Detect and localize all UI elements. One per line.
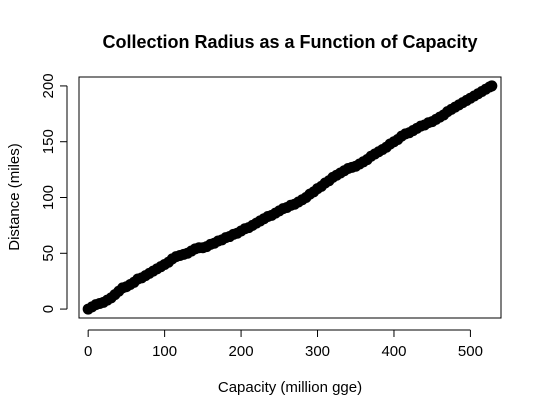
y-axis-label: Distance (miles) xyxy=(6,143,23,251)
x-axis-label: Capacity (million gge) xyxy=(218,379,362,396)
x-tick-label: 200 xyxy=(229,343,254,360)
data-point xyxy=(486,80,498,92)
x-tick-label: 400 xyxy=(381,343,406,360)
y-tick-label: 200 xyxy=(40,73,57,98)
x-tick-label: 100 xyxy=(152,343,177,360)
x-axis-ticks: 0 100 200 300 400 500 xyxy=(84,330,483,360)
y-tick-label: 100 xyxy=(40,185,57,210)
y-tick-label: 150 xyxy=(40,129,57,154)
x-tick-label: 0 xyxy=(84,343,92,360)
data-points xyxy=(82,80,498,315)
plot-frame xyxy=(78,76,502,319)
chart-title: Collection Radius as a Function of Capac… xyxy=(102,32,477,52)
y-tick-label: 50 xyxy=(40,245,57,262)
y-axis-ticks: 0 50 100 150 200 xyxy=(40,73,67,313)
x-tick-label: 500 xyxy=(458,343,483,360)
x-tick-label: 300 xyxy=(305,343,330,360)
y-tick-label: 0 xyxy=(40,305,57,313)
